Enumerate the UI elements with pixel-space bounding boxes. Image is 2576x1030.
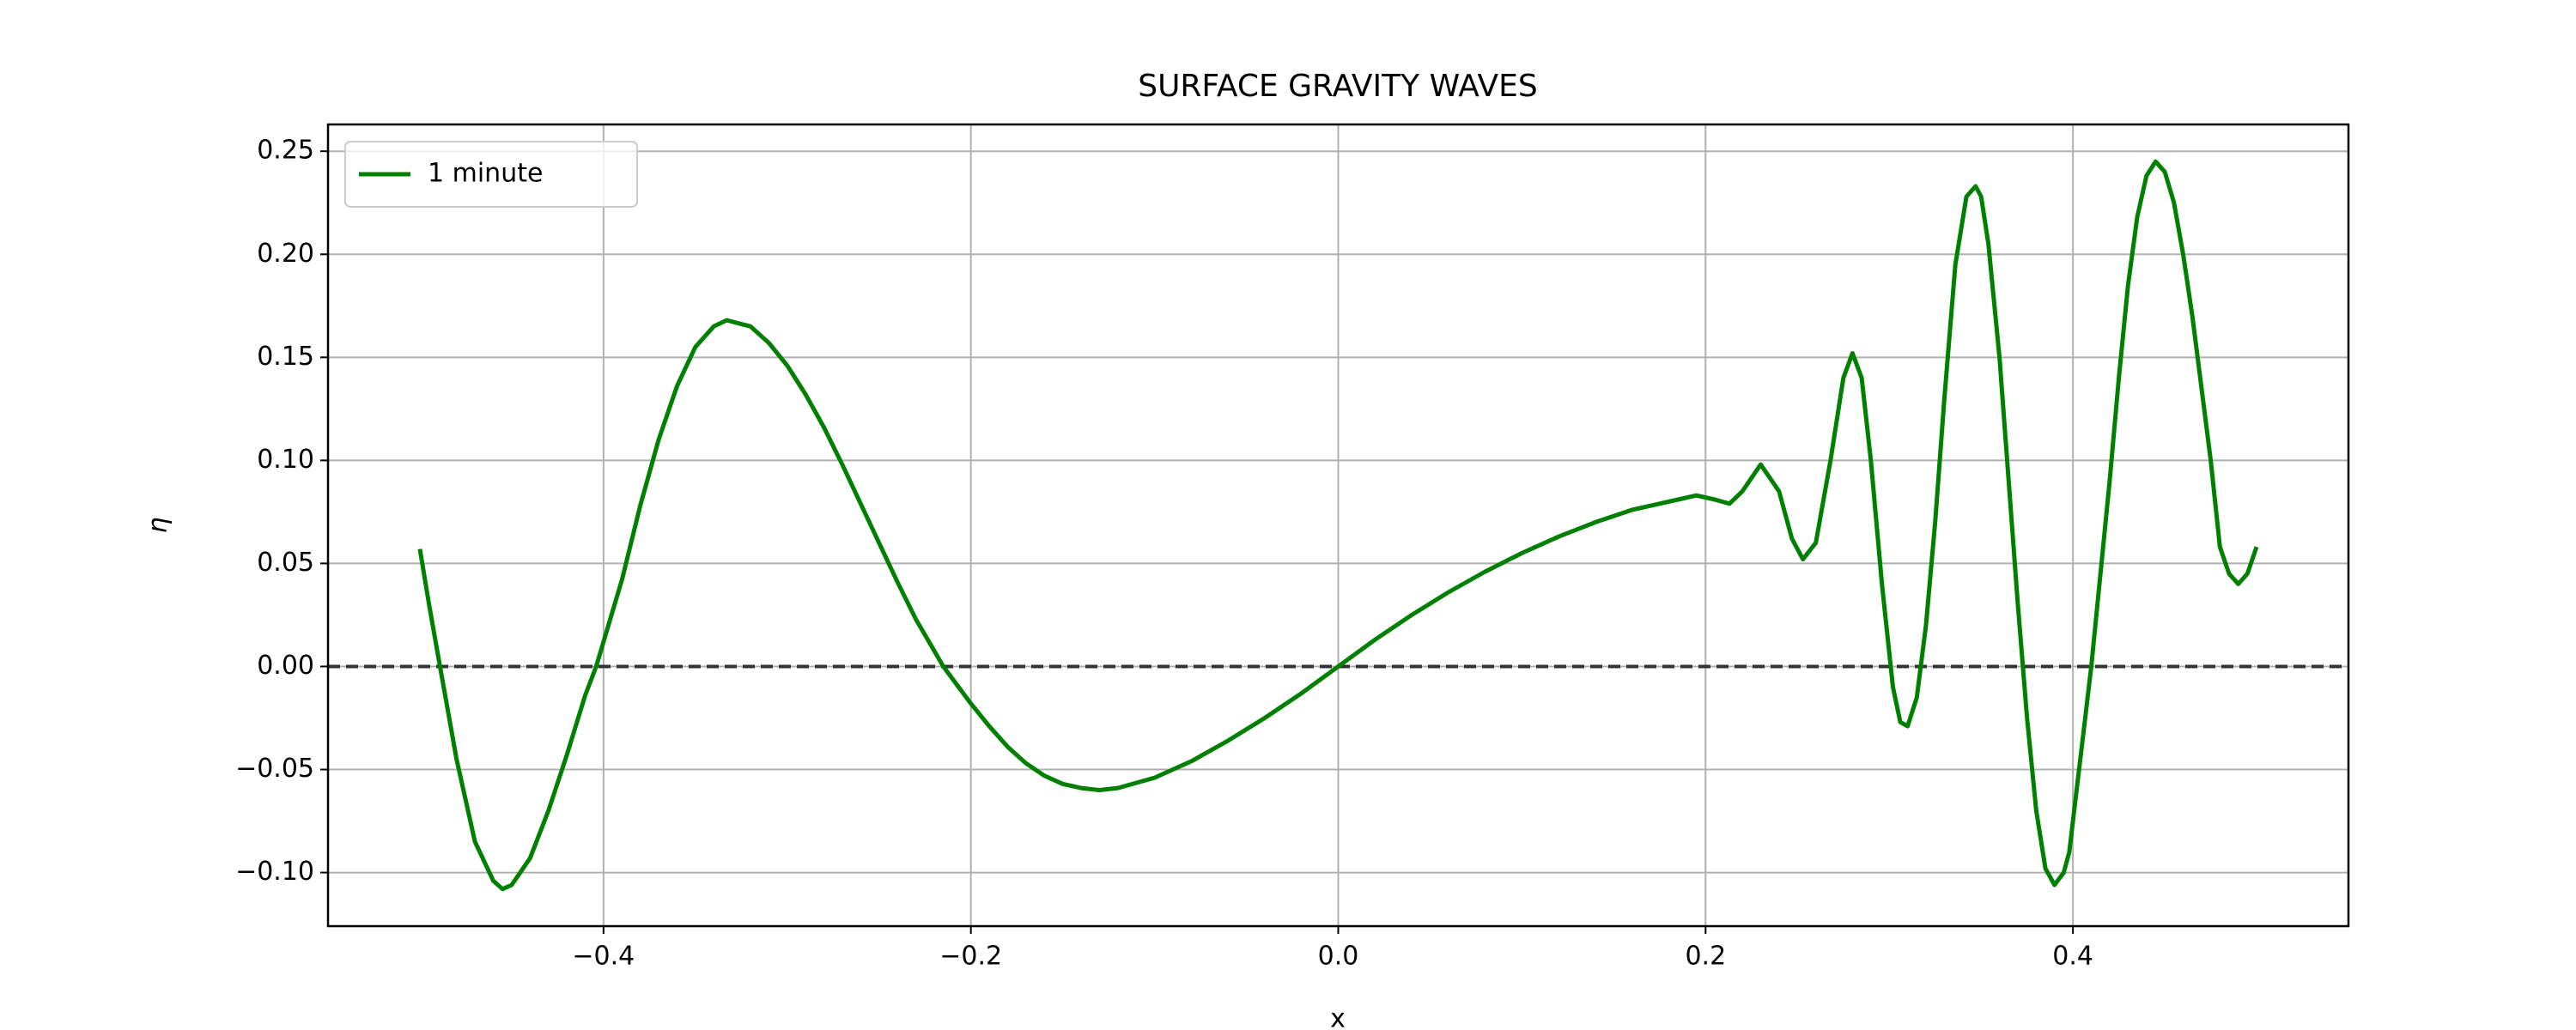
y-tick-label: −0.05 <box>235 754 314 784</box>
y-tick-label: −0.10 <box>235 857 314 887</box>
x-tick-label: 0.0 <box>1318 942 1359 972</box>
y-tick-label: 0.00 <box>257 651 314 681</box>
y-tick-label: 0.25 <box>257 136 314 166</box>
y-tick-label: 0.15 <box>257 342 314 372</box>
legend-box <box>344 141 638 208</box>
x-tick-label: 0.2 <box>1685 942 1726 972</box>
y-axis-label: η <box>143 517 173 533</box>
y-tick-label: 0.10 <box>257 445 314 475</box>
x-tick-label: 0.4 <box>2052 942 2093 972</box>
y-tick-label: 0.05 <box>257 548 314 578</box>
x-tick-label: −0.4 <box>572 942 635 972</box>
x-axis-label: x <box>1330 1004 1346 1030</box>
x-tick-label: −0.2 <box>939 942 1002 972</box>
legend-label: 1 minute <box>428 159 543 189</box>
y-tick-label: 0.20 <box>257 239 314 269</box>
data-line <box>417 159 2259 892</box>
chart-title: SURFACE GRAVITY WAVES <box>1138 69 1538 104</box>
axes-frame <box>326 123 2350 928</box>
